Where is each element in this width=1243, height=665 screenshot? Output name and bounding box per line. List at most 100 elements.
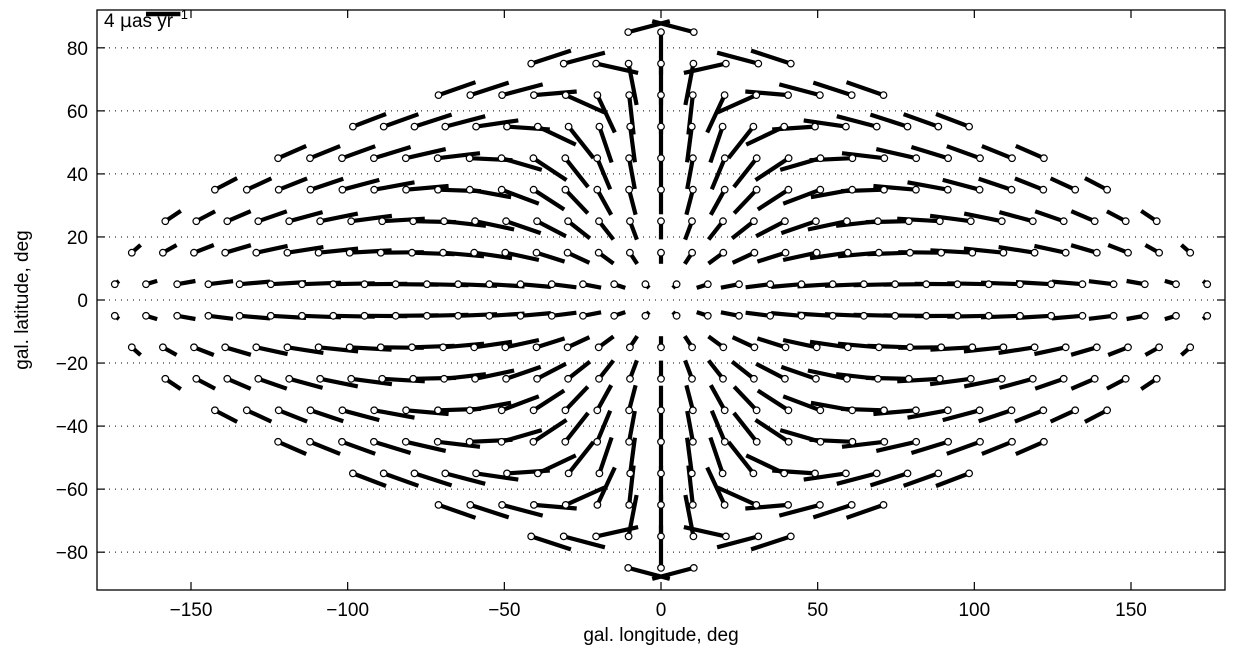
vector-origin-marker	[657, 185, 665, 194]
vector-origin-marker	[314, 248, 323, 257]
x-tick-label: 0	[656, 600, 667, 621]
vector-origin-marker	[997, 374, 1006, 383]
vector-origin-marker	[1030, 343, 1039, 352]
vector-origin-marker	[516, 311, 525, 320]
vector-origin-marker	[454, 311, 463, 320]
vector-arrow	[716, 485, 758, 507]
vector-arrow	[1088, 279, 1114, 287]
vector-arrow	[782, 250, 818, 263]
vector-arrow	[1070, 209, 1096, 224]
vector-origin-marker	[816, 406, 825, 415]
vector-origin-marker	[968, 248, 977, 257]
vector-origin-marker	[561, 154, 570, 163]
vector-origin-marker	[433, 154, 442, 163]
vector-origin-marker	[285, 217, 294, 226]
vector-origin-marker	[564, 374, 572, 383]
vector-origin-marker	[306, 185, 315, 194]
vector-origin-marker	[242, 406, 251, 415]
vector-origin-marker	[812, 343, 821, 352]
vector-origin-marker	[595, 374, 603, 383]
vector-origin-marker	[816, 501, 824, 509]
vector-arrow	[287, 245, 324, 255]
vector-origin-marker	[1090, 217, 1099, 226]
vector-arrow	[443, 372, 487, 381]
vector-arrow	[865, 219, 909, 225]
vector-origin-marker	[937, 248, 946, 257]
vector-arrow	[998, 210, 1034, 224]
vector-arrow	[685, 126, 694, 163]
vector-origin-marker	[891, 311, 899, 320]
vector-arrow	[756, 336, 787, 350]
vector-arrow	[998, 345, 1035, 355]
vector-origin-marker	[812, 217, 820, 226]
vector-origin-marker	[434, 501, 443, 509]
vector-arrow	[352, 471, 387, 488]
vector-origin-marker	[592, 59, 600, 68]
vector-arrow	[536, 453, 577, 476]
vector-origin-marker	[1109, 280, 1118, 289]
vector-origin-marker	[593, 154, 602, 163]
vector-origin-marker	[298, 311, 306, 320]
vector-origin-marker	[781, 248, 790, 257]
vector-arrow	[705, 94, 727, 134]
vector-origin-marker	[376, 248, 385, 257]
vector-arrow	[745, 310, 771, 318]
vector-origin-marker	[1030, 248, 1039, 257]
vector-origin-marker	[547, 280, 556, 289]
vector-arrow	[597, 436, 614, 475]
vector-arrow	[930, 248, 973, 255]
vector-arrow	[1033, 345, 1067, 357]
vector-origin-marker	[465, 406, 474, 415]
vector-origin-marker	[880, 437, 889, 446]
vector-origin-marker	[306, 437, 314, 446]
vector-arrow	[566, 440, 596, 475]
vector-arrow	[873, 408, 917, 417]
vector-arrow	[981, 439, 1013, 456]
vector-origin-marker	[1047, 311, 1056, 320]
x-tick-label: 100	[958, 600, 990, 621]
vector-arrow	[732, 156, 759, 189]
vector-origin-marker	[466, 501, 475, 509]
vector-arrow	[341, 439, 376, 456]
vector-origin-marker	[579, 280, 587, 289]
vector-origin-marker	[593, 91, 602, 99]
vector-origin-marker	[784, 154, 793, 163]
vector-arrow	[683, 525, 727, 539]
vector-arrow	[597, 125, 614, 164]
vector-arrow	[685, 157, 695, 190]
vector-origin-marker	[347, 374, 356, 383]
vector-origin-marker	[1172, 311, 1180, 320]
vector-origin-marker	[298, 280, 306, 289]
vector-origin-marker	[842, 122, 850, 131]
vector-origin-marker	[471, 374, 480, 383]
vector-origin-marker	[349, 122, 357, 131]
vector-origin-marker	[842, 469, 850, 478]
vector-arrow	[978, 408, 1013, 424]
vector-origin-marker	[657, 437, 665, 446]
vector-origin-marker	[564, 217, 572, 226]
vector-origin-marker	[338, 437, 346, 446]
vector-origin-marker	[1109, 311, 1118, 320]
vector-arrow	[809, 437, 853, 444]
vector-origin-marker	[752, 437, 761, 446]
vector-arrow	[382, 376, 425, 384]
vector-origin-marker	[110, 311, 119, 320]
vector-origin-marker	[999, 343, 1008, 352]
axis-ticks	[97, 10, 1225, 590]
vector-origin-marker	[943, 406, 952, 415]
vector-origin-marker	[657, 28, 665, 36]
vector-origin-marker	[626, 122, 635, 131]
vector-origin-marker	[843, 374, 851, 383]
vector-origin-marker	[1061, 248, 1070, 257]
vector-arrow	[708, 436, 725, 475]
vector-origin-marker	[1039, 154, 1048, 163]
vector-origin-marker	[529, 437, 538, 446]
vector-origin-marker	[879, 91, 888, 99]
vector-arrow	[437, 80, 477, 98]
vector-origin-marker	[223, 374, 232, 383]
vector-origin-marker	[781, 217, 789, 226]
vector-origin-marker	[1071, 406, 1080, 415]
vector-arrow	[442, 341, 485, 350]
vector-origin-marker	[379, 469, 388, 478]
